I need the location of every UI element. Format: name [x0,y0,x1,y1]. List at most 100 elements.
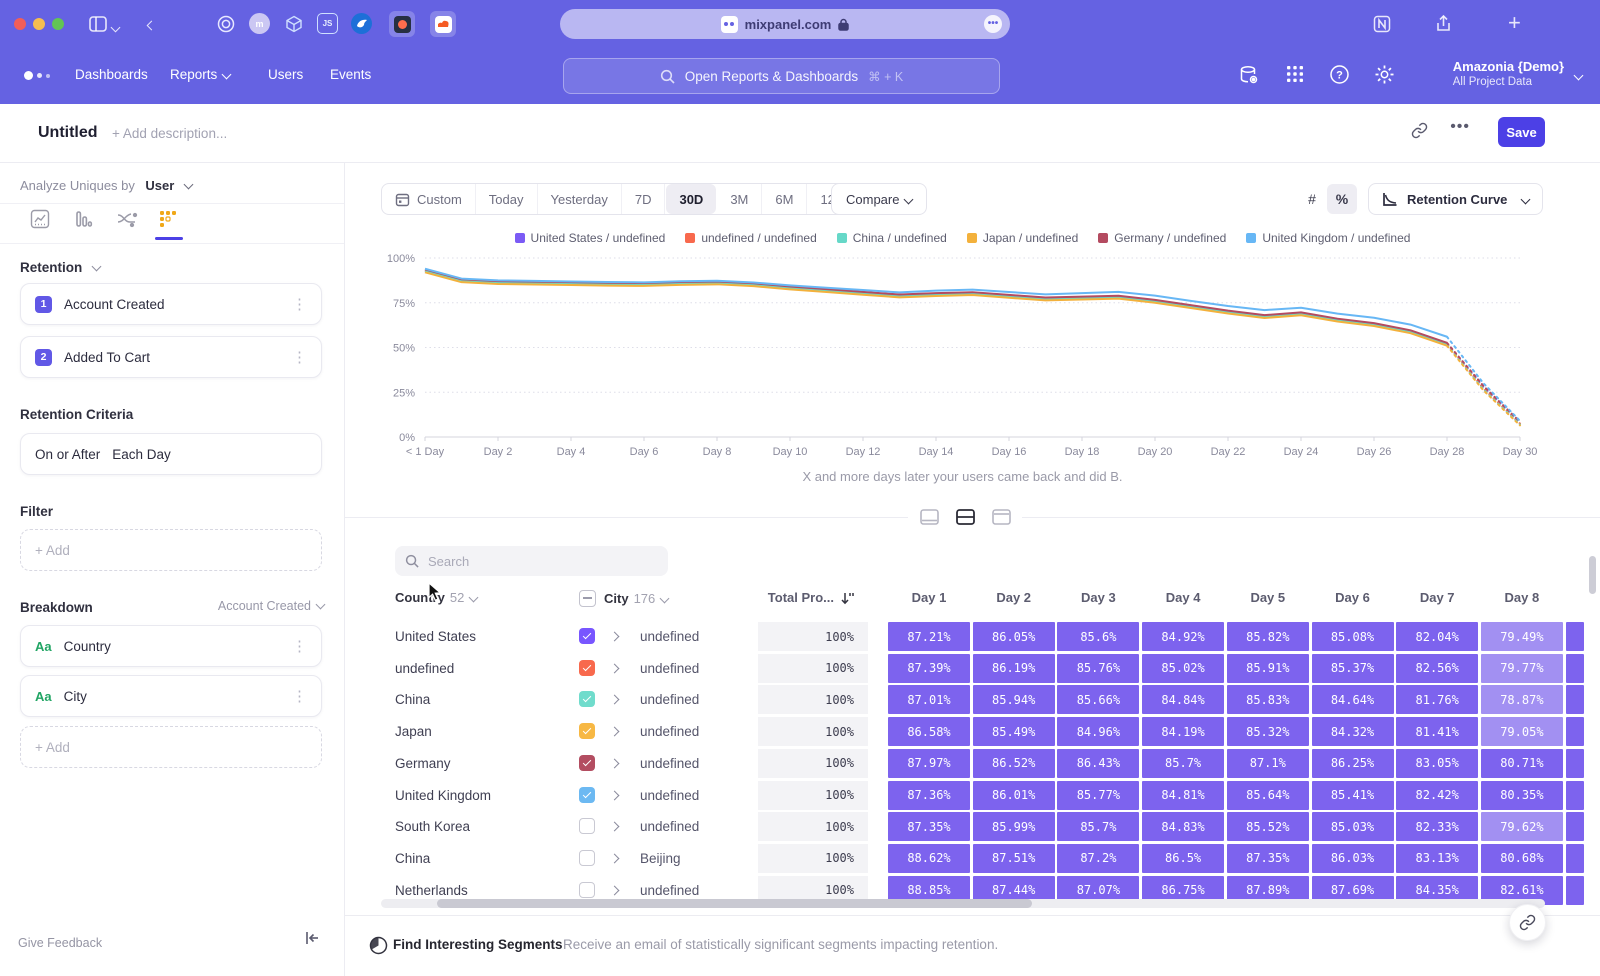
expand-row-icon[interactable] [611,724,618,742]
copy-link-icon[interactable] [1411,122,1428,144]
retention-value-cell[interactable]: 87.36% [888,781,970,810]
retention-value-cell[interactable]: 85.49% [973,717,1055,746]
retention-value-cell[interactable]: 84.96% [1057,717,1139,746]
expand-row-icon[interactable] [611,819,618,837]
retention-value-cell[interactable]: 85.03% [1312,812,1394,841]
retention-value-cell[interactable]: 85.77% [1057,781,1139,810]
row-series-checkbox[interactable] [579,691,595,707]
expand-row-icon[interactable] [611,788,618,806]
day-column-header[interactable]: Day 3 [1057,590,1139,605]
retention-value-cell[interactable]: 87.97% [888,749,970,778]
layout-chart-only-toggle[interactable] [916,502,942,532]
retention-value-cell[interactable]: 85.64% [1227,781,1309,810]
retention-line-chart[interactable]: 100%75%50%25%0% [345,251,1580,451]
row-series-checkbox[interactable] [579,882,595,898]
step-options-icon[interactable]: ⋮ [292,348,307,366]
retention-value-cell[interactable]: 82.42% [1396,781,1478,810]
extension-1password-icon[interactable] [215,13,236,34]
expand-row-icon[interactable] [611,756,618,774]
breakdown-options-icon[interactable]: ⋮ [292,687,307,705]
retention-value-cell[interactable]: 80.68% [1481,844,1563,873]
row-series-checkbox[interactable] [579,660,595,676]
retention-value-cell[interactable]: 85.94% [973,685,1055,714]
retention-value-cell[interactable]: 79.49% [1481,622,1563,651]
legend-item[interactable]: China / undefined [837,231,947,245]
retention-value-cell[interactable]: 87.35% [1227,844,1309,873]
compare-button[interactable]: Compare [831,183,927,215]
legend-item[interactable]: United Kingdom / undefined [1246,231,1410,245]
scrollbar-thumb[interactable] [437,899,1032,908]
retention-value-cell[interactable]: 86.5% [1142,844,1224,873]
nav-item-events[interactable]: Events [330,67,371,82]
legend-item[interactable]: United States / undefined [515,231,666,245]
retention-value-cell[interactable]: 84.92% [1142,622,1224,651]
tab-insights[interactable] [30,209,52,231]
tab-retention-active[interactable] [158,209,180,231]
breakdown-label[interactable]: City [64,689,87,704]
back-icon[interactable] [148,18,155,36]
retention-value-cell[interactable]: 82.56% [1396,654,1478,683]
pinned-tab-soundcloud-icon[interactable] [430,11,456,37]
retention-value-cell[interactable]: 85.99% [973,812,1055,841]
retention-value-cell[interactable]: 83.13% [1396,844,1478,873]
city-column-header[interactable]: City176 [579,590,668,607]
nav-item-users[interactable]: Users [268,67,303,82]
expand-row-icon[interactable] [611,883,618,901]
layout-split-toggle[interactable] [952,502,978,532]
retention-value-cell[interactable]: 82.33% [1396,812,1478,841]
retention-value-cell[interactable]: 86.19% [973,654,1055,683]
retention-section-header[interactable]: Retention [20,259,324,277]
step-event-label[interactable]: Account Created [64,297,165,312]
extension-m-icon[interactable]: m [249,13,270,34]
table-search[interactable] [395,546,668,576]
retention-value-cell[interactable]: 88.62% [888,844,970,873]
retention-value-cell[interactable]: 85.52% [1227,812,1309,841]
mixpanel-logo[interactable] [24,71,50,80]
day-column-header[interactable]: Day 1 [888,590,970,605]
tab-funnels[interactable] [73,209,95,231]
table-search-input[interactable] [428,554,628,569]
nav-item-dashboards[interactable]: Dashboards [75,67,148,82]
retention-value-cell[interactable]: 85.6% [1057,622,1139,651]
retention-value-cell[interactable]: 85.32% [1227,717,1309,746]
apps-grid-icon[interactable] [1285,64,1305,89]
day-column-header[interactable]: Day 6 [1312,590,1394,605]
new-tab-icon[interactable]: + [1508,10,1521,36]
nav-item-reports[interactable]: Reports [170,67,230,82]
retention-value-cell[interactable]: 84.81% [1142,781,1224,810]
data-settings-icon[interactable] [1238,64,1260,91]
expand-row-icon[interactable] [611,629,618,647]
add-breakdown-button[interactable]: + Add [20,726,322,768]
add-filter-button[interactable]: + Add [20,529,322,571]
notion-extension-icon[interactable] [1372,14,1392,39]
help-icon[interactable]: ? [1329,64,1350,90]
retention-value-cell[interactable]: 87.21% [888,622,970,651]
legend-item[interactable]: Germany / undefined [1098,231,1226,245]
retention-value-cell[interactable]: 87.35% [888,812,970,841]
retention-value-cell[interactable]: 86.25% [1312,749,1394,778]
expand-row-icon[interactable] [611,692,618,710]
percent-toggle[interactable]: % [1327,184,1357,214]
retention-value-cell[interactable]: 79.62% [1481,812,1563,841]
retention-value-cell[interactable]: 80.35% [1481,781,1563,810]
extension-js-icon[interactable]: JS [317,13,338,34]
analyze-value[interactable]: User [145,178,174,193]
address-more-icon[interactable]: ••• [984,15,1002,33]
retention-value-cell[interactable]: 86.05% [973,622,1055,651]
retention-value-cell[interactable]: 85.76% [1057,654,1139,683]
number-toggle[interactable]: # [1297,184,1327,214]
retention-value-cell[interactable]: 82.04% [1396,622,1478,651]
retention-value-cell[interactable]: 84.83% [1142,812,1224,841]
retention-value-cell[interactable]: 85.7% [1142,749,1224,778]
retention-value-cell[interactable]: 85.7% [1057,812,1139,841]
chart-type-dropdown[interactable]: Retention Curve [1368,183,1543,215]
retention-value-cell[interactable]: 87.39% [888,654,970,683]
retention-value-cell[interactable]: 84.32% [1312,717,1394,746]
total-column-header[interactable]: Total Pro... [758,590,854,605]
row-series-checkbox[interactable] [579,850,595,866]
breakdown-label[interactable]: Country [64,639,111,654]
share-icon[interactable] [1434,14,1453,39]
day-column-header[interactable]: Day 2 [973,590,1055,605]
retention-value-cell[interactable]: 86.43% [1057,749,1139,778]
retention-value-cell[interactable]: 85.08% [1312,622,1394,651]
